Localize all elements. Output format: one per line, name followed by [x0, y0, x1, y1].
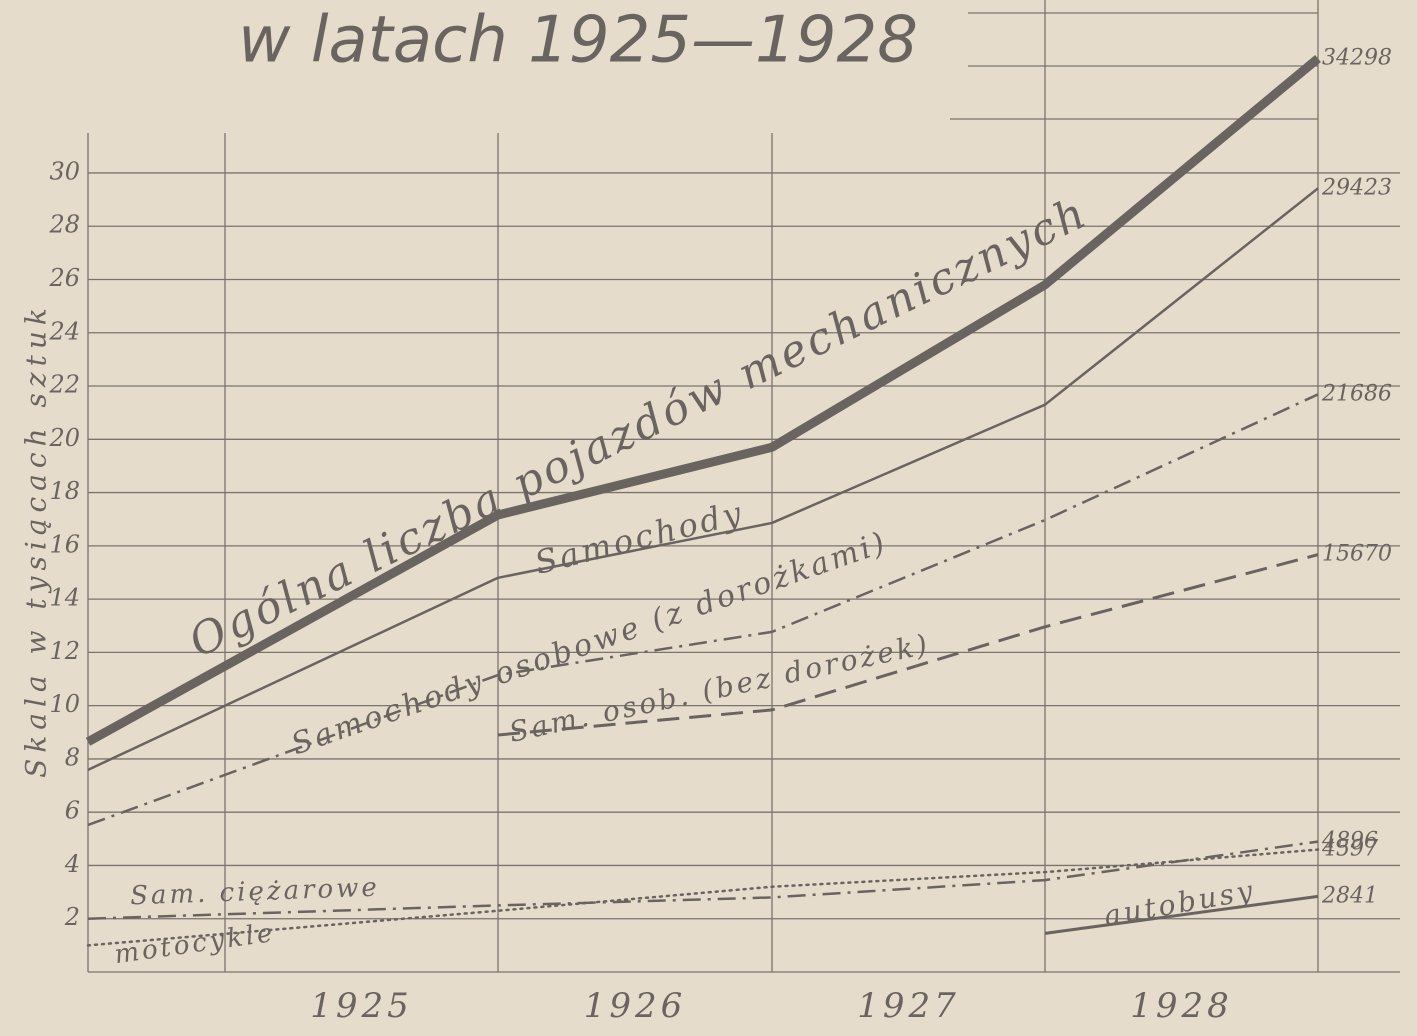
series-line [87, 393, 1319, 827]
x-tick-label: 1927 [857, 986, 960, 1026]
y-tick-label: 10 [49, 690, 80, 718]
y-axis-label: Skala w tysiącach sztuk [20, 302, 53, 778]
y-tick-label: 4 [64, 850, 80, 878]
series-line [87, 187, 1319, 771]
decor-lines [950, 0, 1319, 133]
x-tick-label: 1928 [1130, 986, 1233, 1026]
y-tick-label: 14 [49, 584, 80, 612]
y-tick-label: 8 [65, 743, 80, 771]
x-tick-label: 1926 [584, 986, 687, 1026]
data-label: 4896 [1321, 829, 1378, 854]
data-label: 15670 [1322, 542, 1392, 567]
series-line [86, 848, 1320, 947]
y-tick-label: 28 [48, 211, 80, 239]
x-tick-label: 1925 [310, 986, 413, 1026]
data-label: 4597 [1321, 837, 1378, 862]
data-label: 21686 [1321, 381, 1392, 406]
y-tick-label: 20 [48, 424, 80, 452]
y-tick-label: 16 [49, 530, 80, 558]
y-tick-label: 2 [64, 903, 80, 931]
y-tick-label: 22 [48, 371, 80, 399]
y-tick-label: 24 [48, 317, 80, 345]
series-line [85, 55, 1321, 746]
y-tick-label: 26 [48, 264, 80, 292]
y-tick-label: 12 [49, 637, 80, 665]
y-tick-label: 18 [49, 477, 80, 505]
data-label: 34298 [1322, 45, 1392, 70]
data-label: 29423 [1321, 175, 1392, 200]
y-tick-label: 6 [65, 797, 80, 825]
series-line [497, 553, 1319, 737]
chart-title: w latach 1925—1928 [238, 4, 918, 78]
data-label: 2841 [1321, 883, 1378, 908]
series-line [1044, 894, 1319, 935]
y-tick-label: 30 [49, 157, 80, 185]
